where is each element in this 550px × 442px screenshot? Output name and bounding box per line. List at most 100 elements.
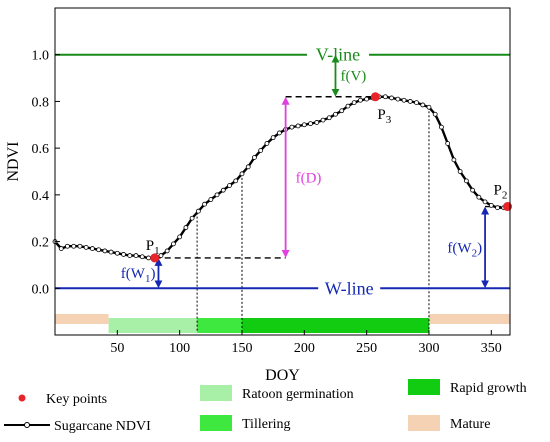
legend-swatch-3 — [200, 415, 232, 431]
ndvi-point-8 — [102, 248, 108, 254]
ndvi-series-group — [52, 94, 507, 261]
x-tick-label-2: 150 — [231, 341, 252, 356]
x-tick-label-1: 100 — [169, 341, 190, 356]
ref-line-label-1: W-line — [325, 278, 374, 298]
ndvi-point-39 — [295, 123, 301, 129]
ndvi-point-25 — [208, 197, 214, 202]
x-tick-label-6: 350 — [481, 341, 502, 356]
ndvi-point-15 — [146, 255, 151, 261]
ndvi-point-47 — [345, 103, 351, 109]
ndvi-point-31 — [245, 164, 251, 170]
legend-swatch-5 — [408, 415, 440, 431]
ndvi-line — [54, 95, 504, 260]
ndvi-point-21 — [183, 225, 189, 230]
ndvi-point-54 — [389, 95, 394, 101]
ndvi-point-1 — [58, 246, 64, 251]
y-tick-label-2: 0.4 — [32, 189, 50, 204]
ndvi-point-28 — [227, 183, 232, 188]
legend-label-4: Rapid growth — [450, 381, 527, 396]
ndvi-point-61 — [432, 111, 438, 117]
ndvi-point-2 — [65, 243, 70, 249]
ndvi-point-26 — [214, 192, 220, 198]
stage-bar-4 — [428, 314, 510, 324]
key-point-label-2: P2 — [494, 183, 508, 202]
y-tick-label-3: 0.6 — [32, 142, 50, 157]
annotation-label-2: f(W1) — [121, 266, 156, 285]
ndvi-point-10 — [114, 250, 120, 256]
stage-bar-3 — [241, 318, 429, 333]
ndvi-point-24 — [202, 201, 207, 207]
ndvi-point-27 — [220, 187, 226, 193]
ndvi-point-38 — [289, 124, 295, 130]
legend-label-5: Mature — [450, 417, 490, 432]
ndvi-point-20 — [177, 234, 183, 240]
ndvi-point-34 — [264, 141, 270, 146]
legend-label-2: Ratoon germination — [242, 387, 354, 402]
ndvi-point-44 — [326, 115, 332, 121]
ndvi-point-56 — [401, 97, 407, 103]
ndvi-point-33 — [258, 148, 264, 153]
ndvi-point-6 — [89, 246, 95, 251]
annotations-group: f(V) f(D) f(W1) f(W2) — [121, 54, 490, 289]
ndvi-point-35 — [270, 135, 276, 141]
ndvi-point-68 — [476, 194, 482, 200]
ndvi-point-69 — [482, 199, 488, 205]
y-tick-label-1: 0.2 — [32, 236, 50, 251]
ndvi-point-46 — [339, 108, 345, 114]
stage-bar-0 — [55, 314, 109, 324]
ndvi-point-17 — [158, 253, 164, 258]
x-tick-label-0: 50 — [110, 341, 124, 356]
ndvi-point-60 — [426, 104, 432, 110]
key-point-2 — [503, 202, 513, 212]
legend-label-1: Sugarcane NDVI — [54, 419, 151, 434]
ndvi-point-64 — [451, 157, 457, 163]
x-axis-label: DOY — [265, 367, 300, 384]
ndvi-point-41 — [308, 121, 313, 127]
legend: Key points Sugarcane NDVI Ratoon germinati… — [4, 379, 527, 434]
ndvi-point-45 — [333, 111, 338, 117]
ndvi-point-12 — [127, 253, 133, 258]
axes-group: 50 100 150 200 250 300 350 0.0 0.2 0.4 0.6 0.8 1.0 — [32, 49, 502, 356]
legend-line-marker — [24, 422, 30, 428]
ndvi-point-14 — [139, 254, 145, 260]
ndvi-point-5 — [83, 245, 89, 250]
legend-swatch-2 — [200, 385, 232, 401]
x-tick-label-5: 300 — [418, 341, 439, 356]
ndvi-point-22 — [189, 215, 195, 221]
legend-label-0: Key points — [46, 392, 107, 407]
reference-lines-group: V-line W-line — [55, 45, 510, 298]
y-tick-label-4: 0.8 — [32, 95, 50, 110]
annotation-label-0: f(V) — [340, 69, 366, 85]
stage-bar-2 — [197, 318, 242, 333]
ndvi-point-58 — [414, 100, 419, 105]
ndvi-point-36 — [276, 130, 282, 136]
ndvi-point-71 — [495, 205, 500, 211]
y-tick-label-5: 1.0 — [32, 49, 50, 64]
y-tick-label-0: 0.0 — [32, 282, 50, 297]
ndvi-point-57 — [407, 99, 413, 104]
stage-bar-group — [55, 314, 510, 333]
ndvi-point-70 — [488, 202, 494, 208]
ndvi-point-18 — [164, 248, 170, 254]
ndvi-point-50 — [364, 96, 370, 102]
ndvi-point-3 — [71, 243, 77, 249]
ndvi-point-49 — [358, 97, 363, 103]
ndvi-point-63 — [445, 141, 451, 146]
ndvi-point-23 — [195, 208, 201, 214]
key-points-group: P1 P3 P2 — [146, 92, 513, 263]
ndvi-point-55 — [395, 96, 401, 102]
annotation-label-3: f(W2) — [447, 240, 482, 259]
ndvi-point-9 — [108, 249, 114, 255]
ndvi-point-59 — [420, 102, 426, 108]
legend-label-3: Tillering — [242, 417, 291, 432]
ndvi-point-13 — [133, 253, 139, 258]
ndvi-point-48 — [351, 100, 357, 105]
legend-dot-icon — [18, 394, 26, 402]
ndvi-point-66 — [463, 178, 469, 184]
ndvi-point-7 — [96, 247, 102, 253]
annotation-label-1: f(D) — [296, 170, 322, 186]
ndvi-point-67 — [470, 187, 476, 193]
ndvi-point-32 — [252, 155, 257, 160]
y-axis-label: NDVI — [5, 142, 22, 182]
